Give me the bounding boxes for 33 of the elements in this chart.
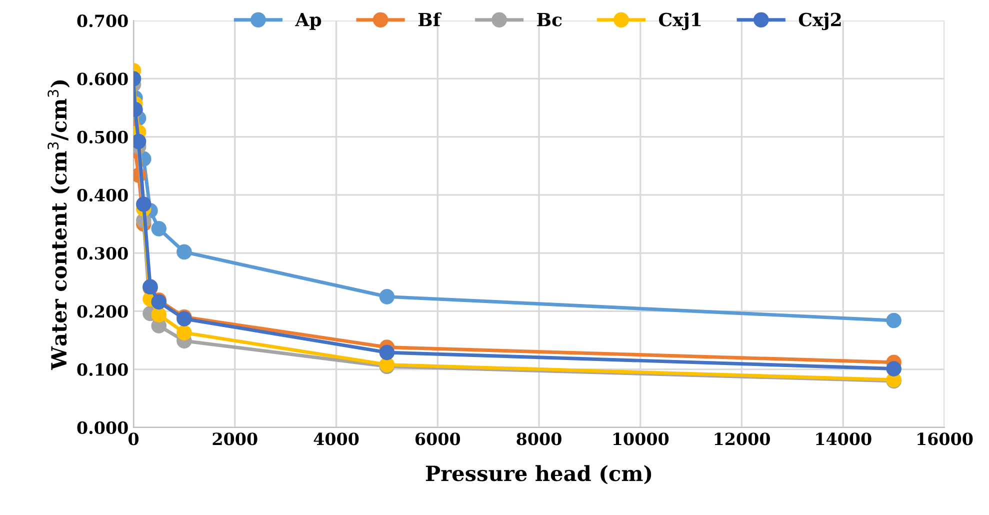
y-tick-label: 0.400 (77, 188, 128, 202)
point (151, 221, 166, 236)
point (151, 307, 166, 322)
y-tick-label: 0.500 (77, 130, 128, 144)
point (379, 344, 395, 360)
legend-label: Cxj1 (658, 12, 701, 30)
x-tick-label: 4000 (314, 432, 359, 446)
y-tick-label: 0.300 (77, 247, 128, 260)
y-axis-title: Water content (cm$^{3}$/cm$^{3}$) (48, 80, 70, 370)
y-tick-label: 0.700 (77, 14, 128, 28)
x-tick-label: 16000 (918, 432, 973, 446)
x-tick-label: 6000 (415, 432, 460, 446)
point (379, 289, 395, 304)
legend-label: Cxj2 (798, 12, 841, 30)
point (176, 244, 192, 260)
y-tick-label: 0.100 (77, 363, 128, 376)
legend-label: Ap (295, 12, 322, 30)
x-tick-label: 0 (128, 432, 139, 446)
legend-label: Bf (418, 12, 442, 26)
point (886, 361, 902, 376)
legend-label: Bc (537, 12, 562, 26)
y-tick-label: 0.600 (77, 72, 128, 86)
x-tick-label: 8000 (516, 432, 562, 446)
x-tick-label: 14000 (816, 432, 872, 446)
x-tick-label: 2000 (212, 432, 258, 446)
point (136, 196, 152, 212)
y-tick-label: 0.200 (77, 305, 128, 318)
x-axis-title: Pressure head (cm) (426, 465, 652, 484)
point (886, 312, 902, 328)
point (176, 325, 192, 340)
x-tick-label: 12000 (714, 432, 770, 446)
y-tick-label: 0.000 (77, 421, 128, 434)
x-tick-label: 10000 (613, 432, 669, 446)
